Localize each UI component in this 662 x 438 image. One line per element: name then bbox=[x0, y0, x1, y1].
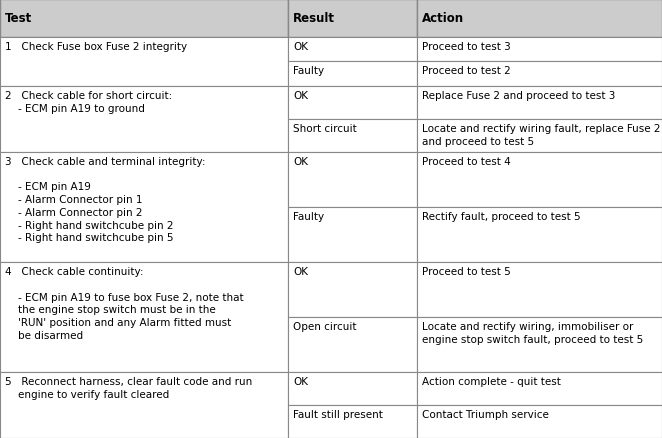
Bar bbox=[288, 405, 417, 438]
Text: Contact Triumph service: Contact Triumph service bbox=[422, 409, 549, 419]
Text: Fault still present: Fault still present bbox=[293, 409, 383, 419]
Bar bbox=[417, 62, 662, 87]
Bar bbox=[0, 87, 288, 152]
Text: OK: OK bbox=[293, 266, 308, 276]
Bar bbox=[288, 87, 417, 120]
Text: 4   Check cable continuity:

    - ECM pin A19 to fuse box Fuse 2, note that
   : 4 Check cable continuity: - ECM pin A19 … bbox=[5, 266, 244, 340]
Bar bbox=[288, 262, 417, 318]
Text: OK: OK bbox=[293, 156, 308, 166]
Text: Proceed to test 2: Proceed to test 2 bbox=[422, 66, 511, 76]
Bar bbox=[417, 318, 662, 372]
Text: 3   Check cable and terminal integrity:

    - ECM pin A19
    - Alarm Connector: 3 Check cable and terminal integrity: - … bbox=[5, 156, 205, 243]
Bar bbox=[288, 318, 417, 372]
Text: Short circuit: Short circuit bbox=[293, 124, 357, 134]
Bar bbox=[288, 372, 417, 405]
Text: Replace Fuse 2 and proceed to test 3: Replace Fuse 2 and proceed to test 3 bbox=[422, 91, 616, 101]
Text: Open circuit: Open circuit bbox=[293, 321, 356, 332]
Bar bbox=[417, 405, 662, 438]
Text: Proceed to test 3: Proceed to test 3 bbox=[422, 42, 511, 52]
Text: OK: OK bbox=[293, 91, 308, 101]
Bar bbox=[417, 207, 662, 262]
Bar bbox=[0, 38, 288, 87]
Bar bbox=[0, 0, 288, 38]
Text: OK: OK bbox=[293, 42, 308, 52]
Bar bbox=[0, 262, 288, 372]
Text: Locate and rectify wiring fault, replace Fuse 2
and proceed to test 5: Locate and rectify wiring fault, replace… bbox=[422, 124, 661, 146]
Text: Action: Action bbox=[422, 12, 464, 25]
Bar bbox=[417, 0, 662, 38]
Text: Locate and rectify wiring, immobiliser or
engine stop switch fault, proceed to t: Locate and rectify wiring, immobiliser o… bbox=[422, 321, 643, 344]
Bar bbox=[417, 152, 662, 207]
Bar bbox=[417, 38, 662, 62]
Text: OK: OK bbox=[293, 376, 308, 386]
Text: Faulty: Faulty bbox=[293, 211, 324, 221]
Text: Faulty: Faulty bbox=[293, 66, 324, 76]
Bar bbox=[288, 38, 417, 62]
Bar bbox=[417, 372, 662, 405]
Bar bbox=[0, 372, 288, 438]
Text: Result: Result bbox=[293, 12, 335, 25]
Text: Rectify fault, proceed to test 5: Rectify fault, proceed to test 5 bbox=[422, 211, 581, 221]
Bar bbox=[417, 120, 662, 152]
Text: Action complete - quit test: Action complete - quit test bbox=[422, 376, 561, 386]
Bar bbox=[288, 62, 417, 87]
Bar bbox=[417, 87, 662, 120]
Bar bbox=[417, 262, 662, 318]
Text: 5   Reconnect harness, clear fault code and run
    engine to verify fault clear: 5 Reconnect harness, clear fault code an… bbox=[5, 376, 252, 399]
Bar bbox=[288, 0, 417, 38]
Bar bbox=[288, 152, 417, 207]
Text: 1   Check Fuse box Fuse 2 integrity: 1 Check Fuse box Fuse 2 integrity bbox=[5, 42, 187, 52]
Text: Proceed to test 5: Proceed to test 5 bbox=[422, 266, 511, 276]
Text: 2   Check cable for short circuit:
    - ECM pin A19 to ground: 2 Check cable for short circuit: - ECM p… bbox=[5, 91, 172, 113]
Bar bbox=[288, 207, 417, 262]
Text: Proceed to test 4: Proceed to test 4 bbox=[422, 156, 511, 166]
Bar bbox=[288, 120, 417, 152]
Bar bbox=[0, 152, 288, 262]
Text: Test: Test bbox=[5, 12, 32, 25]
